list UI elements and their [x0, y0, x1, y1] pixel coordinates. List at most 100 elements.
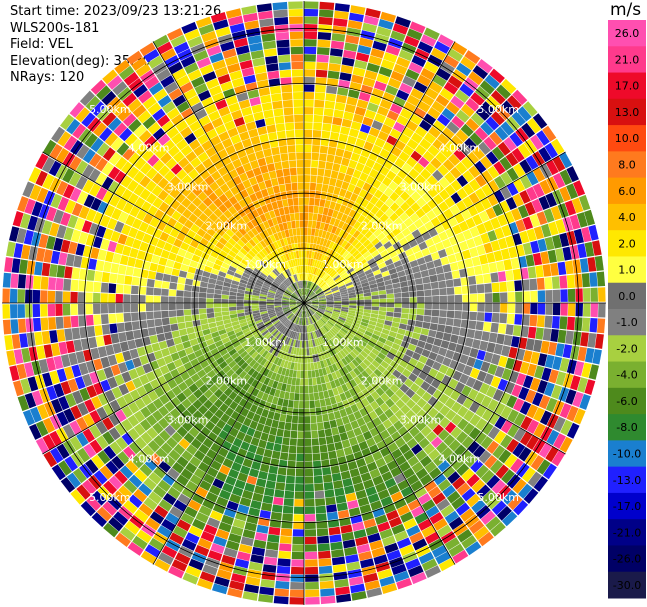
range-gate	[347, 461, 358, 471]
range-gate	[442, 484, 456, 498]
range-gate	[171, 385, 182, 396]
range-gate	[320, 317, 328, 323]
range-gate	[573, 228, 584, 244]
range-gate	[315, 498, 326, 507]
range-gate	[297, 317, 301, 325]
range-gate	[476, 244, 486, 256]
range-gate	[471, 499, 486, 514]
range-gate	[161, 347, 171, 357]
range-gate	[380, 446, 391, 457]
range-gate	[401, 313, 409, 319]
range-gate	[512, 89, 528, 106]
range-gate	[314, 286, 320, 293]
range-gate	[426, 175, 438, 187]
range-gate	[306, 325, 309, 333]
range-gate	[339, 164, 348, 174]
range-gate	[504, 381, 516, 395]
range-gate	[282, 399, 289, 407]
range-gate	[322, 264, 329, 272]
range-gate	[344, 355, 352, 364]
range-gate	[529, 278, 538, 291]
range-gate	[304, 370, 308, 379]
range-gate	[344, 42, 358, 52]
range-gate	[266, 370, 274, 379]
range-gate	[259, 463, 270, 473]
range-gate	[362, 165, 372, 175]
range-gate	[309, 293, 316, 299]
colorbar-tick-label: 1.0	[618, 264, 636, 277]
range-gate	[368, 351, 377, 360]
range-gate	[478, 210, 490, 223]
range-gate	[361, 398, 370, 407]
range-gate	[200, 531, 215, 543]
range-gate	[383, 117, 396, 128]
range-gate	[448, 516, 464, 530]
range-gate	[313, 362, 318, 370]
range-gate	[481, 263, 490, 274]
range-gate	[142, 445, 155, 458]
range-gate	[314, 287, 321, 293]
range-gate	[200, 374, 211, 384]
range-gate	[469, 367, 480, 379]
range-gate	[512, 325, 522, 337]
range-gate	[269, 315, 278, 320]
range-gate	[206, 369, 216, 379]
range-gate	[379, 99, 393, 110]
range-gate	[252, 413, 261, 423]
range-gate	[242, 391, 252, 401]
range-gate	[242, 373, 251, 383]
range-gate	[230, 317, 239, 323]
range-gate	[271, 419, 279, 429]
range-gate	[545, 290, 553, 302]
range-gate	[478, 450, 492, 464]
range-gate	[348, 294, 357, 299]
range-gate	[329, 269, 336, 277]
range-gate	[206, 356, 216, 365]
range-gate	[298, 310, 302, 317]
range-gate	[544, 354, 555, 369]
range-gate	[301, 325, 303, 333]
range-gate	[378, 290, 387, 295]
range-gate	[313, 323, 318, 331]
range-gate	[315, 84, 326, 93]
range-gate	[550, 329, 559, 342]
range-gate	[320, 191, 327, 200]
range-gate	[400, 191, 410, 202]
range-gate	[333, 18, 348, 27]
range-gate	[305, 589, 320, 597]
range-gate	[119, 341, 129, 352]
range-gate	[432, 389, 443, 400]
range-gate	[348, 576, 364, 586]
range-gate	[319, 444, 328, 453]
range-gate	[373, 554, 388, 565]
range-gate	[353, 451, 364, 461]
range-gate	[285, 353, 291, 361]
range-gate	[228, 533, 242, 544]
range-gate	[213, 352, 222, 361]
range-gate	[411, 352, 421, 361]
range-gate	[491, 282, 500, 293]
range-gate	[361, 370, 370, 379]
range-gate	[221, 514, 234, 526]
range-gate	[368, 320, 377, 326]
range-gate	[410, 150, 422, 162]
range-gate	[409, 303, 417, 309]
range-gate	[496, 84, 512, 100]
range-gate	[489, 459, 504, 474]
range-gate	[324, 397, 332, 406]
range-gate	[358, 37, 374, 48]
range-gate	[285, 311, 292, 317]
range-gate	[228, 381, 238, 391]
range-gate	[330, 380, 337, 389]
range-gate	[341, 157, 350, 167]
range-gate	[421, 391, 432, 402]
range-gate	[310, 266, 314, 274]
range-gate	[304, 318, 307, 326]
range-gate	[304, 54, 316, 62]
range-gate	[327, 70, 340, 80]
range-gate	[501, 100, 517, 116]
range-gate	[317, 261, 323, 269]
range-gate	[584, 347, 595, 363]
range-gate	[424, 565, 441, 578]
range-gate	[384, 408, 394, 419]
